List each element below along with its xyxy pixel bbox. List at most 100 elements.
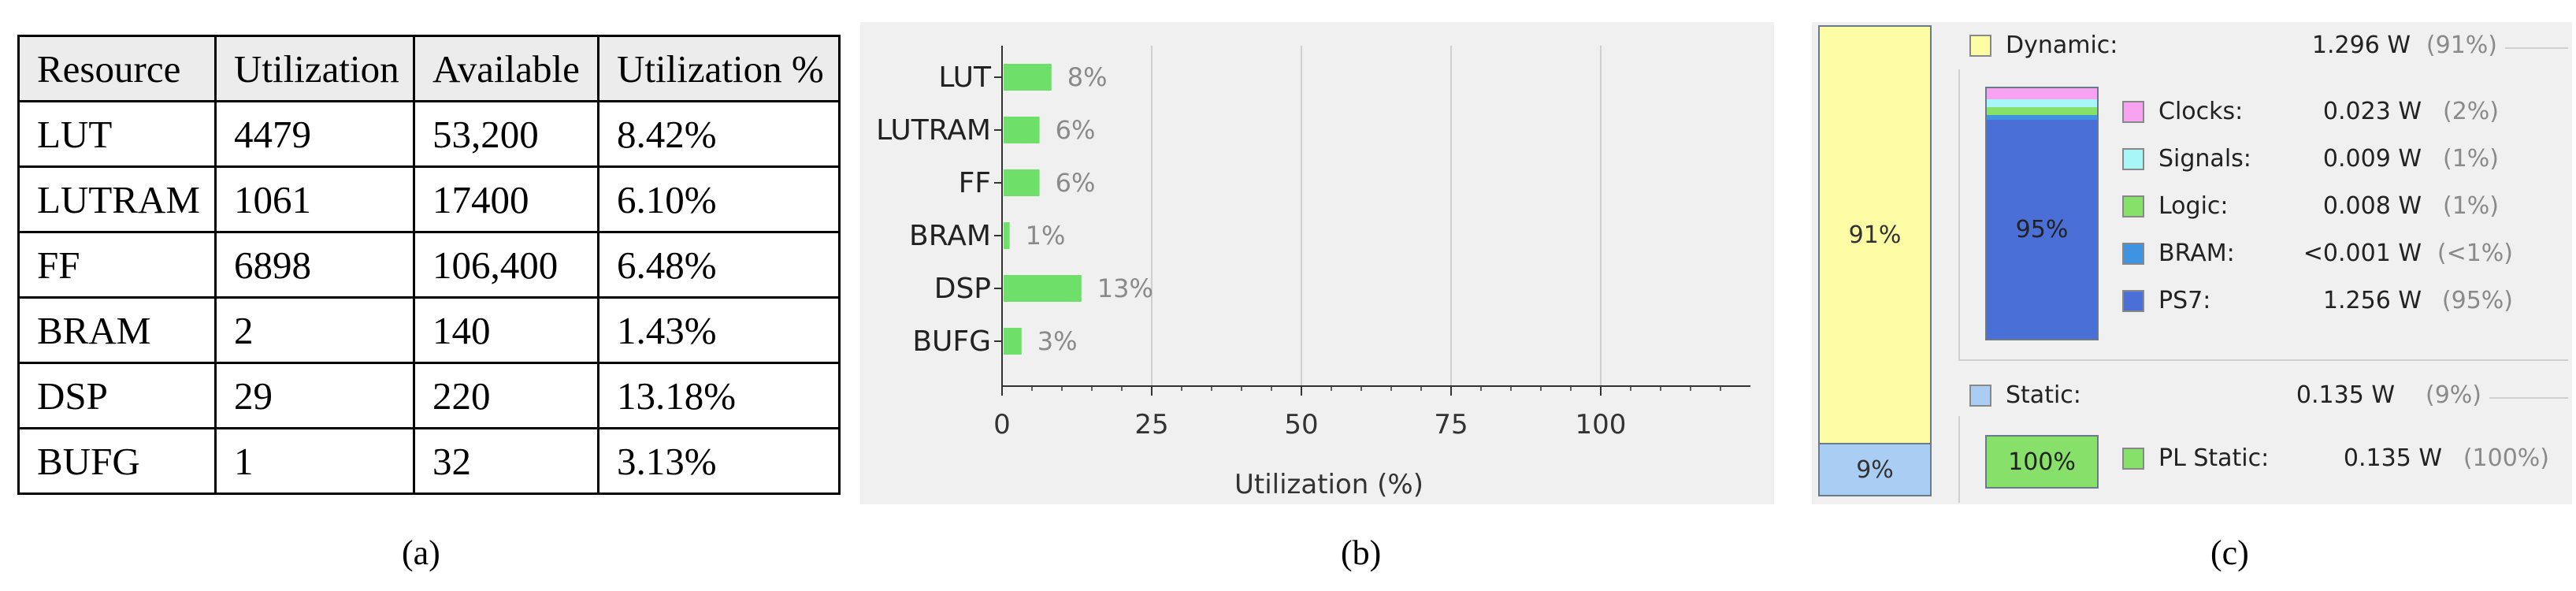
resource-utilization-table: Resource Utilization Available Utilizati… [17,35,841,495]
bar [1004,117,1040,143]
y-tick-label: DSP [934,273,991,305]
y-tick-label: BRAM [909,220,991,252]
bar-data-label: 8% [1067,62,1108,92]
signals-segment [1987,99,2097,107]
cell-resource: BRAM [17,296,217,364]
x-tick-label: 50 [1284,409,1318,440]
clocks-swatch [2122,101,2144,123]
static-label: Static: [2006,381,2081,409]
x-tick-label: 75 [1434,409,1468,440]
cell-available: 17400 [413,165,599,233]
bar [1004,169,1040,196]
static-percent: (9%) [2425,381,2481,409]
bar-data-label: 1% [1026,221,1066,251]
table-row: FF 6898 106,400 6.48% [17,231,841,299]
signals-percent: (1%) [2442,145,2499,173]
power-summary-panel: 91% 9% Dynamic: 1.296 W (91%) 95% Clocks… [1812,22,2572,504]
table-header-row: Resource Utilization Available Utilizati… [17,35,841,102]
header-available: Available [413,35,599,102]
cell-utilization-percent: 3.13% [597,427,841,495]
separator [1958,69,1960,361]
bram-percent: (<1%) [2437,240,2513,267]
utilization-bar-chart: 0 25 50 75 100 LUT 8% LUTRAM 6% FF 6% BRAM 1% DSP 13% B… [860,22,1774,504]
caption-c: (c) [2210,533,2249,572]
bar-data-label: 6% [1056,115,1096,145]
separator [2505,47,2568,49]
dynamic-breakdown-bar: 95% [1985,87,2099,340]
signals-swatch [2122,148,2144,170]
table-row: BUFG 1 32 3.13% [17,427,841,495]
dynamic-percent: (91%) [2426,32,2497,59]
y-tick-label: BUFG [912,325,991,358]
clocks-segment [1987,88,2097,99]
cell-resource: BUFG [17,427,217,495]
ps7-segment: 95% [1987,120,2097,339]
x-tick-label: 0 [993,409,1011,440]
x-tick-label: 25 [1134,409,1168,440]
separator [1958,359,2568,361]
cell-available: 32 [413,427,599,495]
bar [1004,275,1082,302]
dynamic-segment: 91% [1820,27,1930,443]
cell-utilization-percent: 8.42% [597,100,841,168]
ps7-swatch [2122,290,2144,312]
bar [1004,222,1010,249]
logic-segment [1987,107,2097,115]
static-segment: 9% [1820,443,1930,495]
dynamic-swatch [1969,35,1991,57]
cell-available: 106,400 [413,231,599,299]
signals-label: Signals: [2158,145,2251,173]
x-tick-label: 100 [1576,409,1627,440]
ps7-percent: (95%) [2441,287,2513,314]
separator [2489,397,2568,399]
bar-data-label: 6% [1056,168,1096,198]
cell-resource: DSP [17,362,217,429]
cell-utilization: 2 [214,296,415,364]
cell-utilization-percent: 6.48% [597,231,841,299]
cell-available: 220 [413,362,599,429]
clocks-label: Clocks: [2158,98,2244,125]
cell-resource: LUT [17,100,217,168]
table-row: BRAM 2 140 1.43% [17,296,841,364]
clocks-value: 0.023 W [2322,98,2422,125]
logic-label: Logic: [2158,192,2229,220]
cell-utilization: 29 [214,362,415,429]
signals-value: 0.009 W [2322,145,2422,173]
static-swatch [1969,385,1991,407]
cell-utilization: 1 [214,427,415,495]
header-resource: Resource [17,35,217,102]
bram-value: <0.001 W [2303,240,2422,267]
caption-b: (b) [1341,533,1382,572]
dynamic-value: 1.296 W [2311,32,2411,59]
logic-value: 0.008 W [2322,192,2422,220]
y-tick-label: LUTRAM [876,114,991,147]
header-utilization-percent: Utilization % [597,35,841,102]
cell-available: 53,200 [413,100,599,168]
bram-swatch [2122,243,2144,265]
bram-segment [1987,115,2097,120]
bram-label: BRAM: [2158,240,2235,267]
pl-static-bar: 100% [1985,435,2099,489]
bar [1004,64,1052,91]
cell-available: 140 [413,296,599,364]
logic-swatch [2122,195,2144,217]
pl-static-label: PL Static: [2158,444,2270,472]
caption-a: (a) [402,533,440,572]
dynamic-label: Dynamic: [2006,32,2118,59]
chart-background [860,22,1774,504]
pl-static-percent: (100%) [2463,444,2549,472]
cell-utilization-percent: 13.18% [597,362,841,429]
cell-utilization-percent: 1.43% [597,296,841,364]
table-row: LUTRAM 1061 17400 6.10% [17,165,841,233]
y-tick-label: FF [959,167,991,199]
header-utilization: Utilization [214,35,415,102]
separator [1958,416,1960,503]
pl-static-swatch [2122,448,2144,470]
bar-data-label: 3% [1037,326,1078,356]
static-value: 0.135 W [2296,381,2395,409]
x-axis-label: Utilization (%) [1234,469,1423,500]
clocks-percent: (2%) [2442,98,2499,125]
total-power-bar: 91% 9% [1818,25,1932,496]
pl-static-value: 0.135 W [2343,444,2442,472]
ps7-label: PS7: [2158,287,2211,314]
